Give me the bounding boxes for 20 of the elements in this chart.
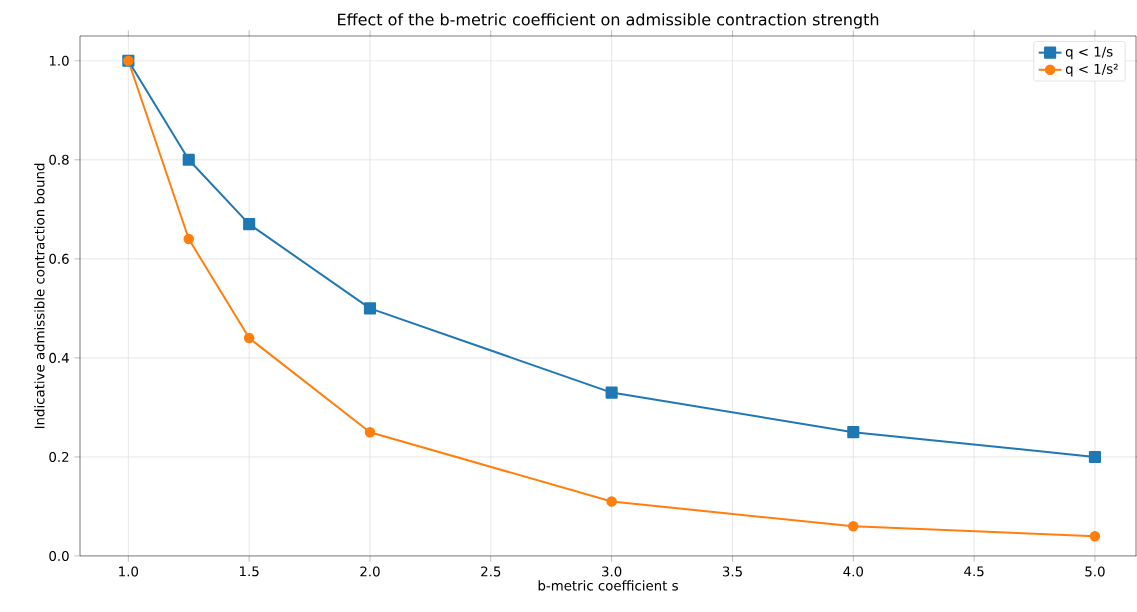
x-tick-label: 4.5 — [964, 566, 984, 577]
x-tick-label: 2.5 — [481, 566, 501, 577]
y-axis-title: Indicative admissible contraction bound — [34, 163, 45, 429]
y-tick-label: 0.6 — [49, 253, 69, 264]
y-tick-label: 0.4 — [49, 352, 69, 363]
x-tick-label: 5.0 — [1085, 566, 1105, 577]
y-tick-label: 1.0 — [49, 55, 69, 66]
y-tick-label: 0.8 — [49, 154, 69, 165]
legend-label: q < 1/s — [1065, 46, 1113, 60]
x-tick-label: 1.5 — [240, 566, 259, 577]
y-tick-label: 0.0 — [49, 550, 69, 562]
legend-label: q < 1/s² — [1065, 63, 1118, 77]
x-tick-label: 3.5 — [722, 566, 742, 577]
x-axis-title: b-metric coefficient s — [538, 580, 678, 591]
chart-title: Effect of the b-metric coefficient on admissible contraction strength — [338, 13, 879, 29]
x-tick-label: 4.0 — [843, 566, 864, 577]
x-tick-label: 3.0 — [602, 566, 622, 577]
x-tick-label: 2.0 — [360, 566, 380, 577]
y-tick-label: 0.2 — [49, 451, 69, 462]
x-tick-label: 1.0 — [119, 566, 139, 577]
